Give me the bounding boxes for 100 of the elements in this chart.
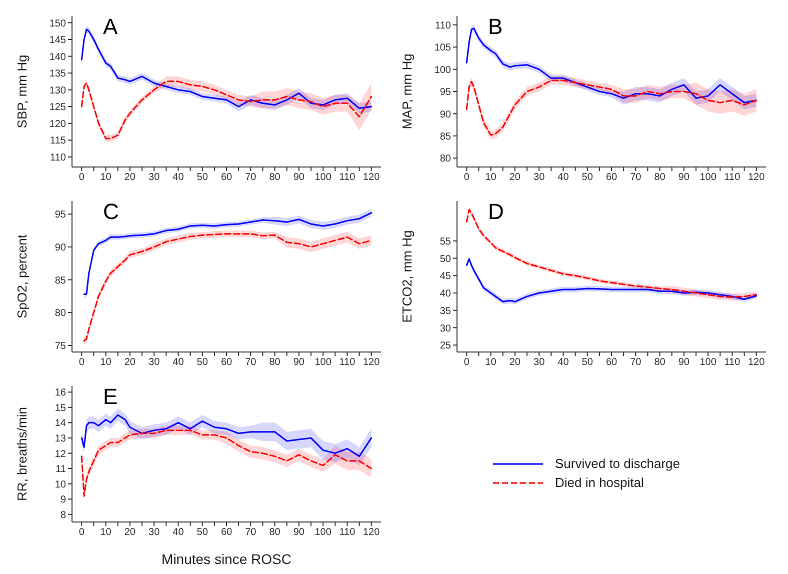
y-axis-title: MAP, mm Hg (400, 54, 415, 130)
x-tick-label: 40 (558, 357, 570, 368)
y-tick-label: 14 (54, 418, 66, 430)
y-axis-title: RR, breaths/min (14, 407, 30, 501)
y-tick-label: 95 (54, 210, 66, 221)
x-tick-label: 20 (124, 527, 136, 538)
x-tick-label: 0 (464, 172, 470, 184)
y-tick-label: 45 (440, 271, 452, 282)
y-tick-label: 30 (440, 323, 452, 334)
x-tick-label: 110 (339, 357, 356, 368)
y-tick-label: 145 (49, 35, 66, 46)
x-tick-label: 80 (654, 172, 666, 184)
chart-title: D (488, 199, 504, 225)
x-tick-label: 20 (124, 357, 136, 368)
x-tick-label: 10 (485, 357, 497, 368)
x-tick-label: 50 (582, 357, 594, 368)
y-tick-label: 40 (440, 288, 452, 300)
y-tick-label: 10 (54, 479, 66, 490)
x-tick-label: 100 (700, 172, 717, 184)
y-tick-label: 25 (440, 340, 452, 352)
y-tick-label: 130 (49, 85, 66, 96)
x-tick-label: 0 (78, 357, 85, 368)
x-tick-label: 40 (172, 172, 184, 184)
x-tick-label: 70 (245, 172, 257, 184)
y-tick-label: 16 (54, 388, 66, 399)
y-tick-label: 8 (60, 510, 66, 521)
x-tick-label: 120 (363, 527, 380, 538)
x-tick-label: 90 (293, 357, 305, 368)
x-tick-label: 120 (748, 172, 766, 184)
x-tick-label: 60 (220, 527, 232, 538)
x-tick-label: 70 (630, 357, 642, 368)
y-tick-label: 90 (440, 109, 452, 120)
x-tick-label: 70 (630, 172, 642, 184)
y-tick-label: 115 (50, 136, 66, 147)
y-axis-title: SpO2, percent (14, 234, 30, 318)
y-tick-label: 80 (54, 308, 66, 320)
x-tick-label: 80 (654, 357, 666, 368)
x-tick-label: 40 (172, 527, 184, 538)
y-tick-label: 125 (49, 102, 66, 114)
x-tick-label: 80 (269, 527, 281, 538)
x-tick-label: 60 (606, 172, 618, 184)
y-tick-label: 13 (54, 434, 66, 445)
x-tick-label: 10 (100, 357, 112, 368)
y-tick-label: 110 (435, 20, 452, 32)
x-tick-label: 90 (678, 357, 690, 368)
x-tick-label: 70 (245, 527, 257, 538)
y-tick-label: 35 (440, 306, 452, 317)
chart-title: E (103, 384, 118, 410)
y-tick-label: 90 (54, 242, 66, 254)
x-tick-label: 100 (314, 527, 332, 538)
chart-title: C (103, 199, 119, 225)
x-tick-label: 50 (196, 527, 208, 538)
x-tick-label: 20 (124, 172, 136, 184)
y-tick-label: 95 (440, 87, 452, 98)
y-tick-label: 75 (54, 340, 66, 352)
chart-title: B (488, 14, 503, 40)
y-tick-label: 15 (54, 402, 66, 414)
x-tick-label: 30 (534, 357, 546, 368)
x-tick-label: 0 (78, 172, 85, 184)
y-tick-label: 50 (440, 254, 452, 265)
y-tick-label: 100 (434, 64, 452, 76)
x-tick-label: 90 (293, 172, 305, 184)
y-tick-label: 110 (50, 152, 66, 164)
y-tick-label: 150 (49, 18, 66, 30)
x-tick-label: 40 (172, 357, 184, 368)
x-tick-label: 90 (293, 527, 305, 538)
x-tick-label: 100 (700, 357, 717, 368)
y-tick-label: 85 (54, 275, 66, 286)
y-tick-label: 11 (56, 464, 66, 476)
x-tick-label: 40 (558, 172, 570, 184)
y-axis-title: ETCO2, mm Hg (400, 230, 415, 323)
x-tick-label: 10 (100, 172, 112, 184)
x-tick-label: 60 (220, 357, 232, 368)
x-tick-label: 30 (148, 172, 160, 184)
x-tick-label: 30 (534, 172, 546, 184)
x-tick-label: 50 (196, 172, 208, 184)
legend-label: Survived to discharge (555, 456, 680, 471)
x-tick-label: 20 (509, 172, 521, 184)
x-tick-label: 60 (606, 357, 618, 368)
x-tick-label: 10 (100, 527, 112, 538)
y-tick-label: 80 (440, 154, 452, 165)
x-tick-label: 100 (314, 172, 332, 184)
x-tick-label: 60 (220, 172, 232, 184)
y-axis-title: SBP, mm Hg (14, 54, 30, 128)
y-tick-label: 105 (434, 42, 452, 54)
x-tick-label: 80 (269, 357, 281, 368)
x-tick-label: 10 (485, 172, 497, 184)
x-tick-label: 30 (148, 527, 160, 538)
y-tick-label: 55 (440, 236, 452, 248)
x-tick-label: 30 (148, 357, 160, 368)
x-tick-label: 80 (269, 172, 281, 184)
x-tick-label: 120 (363, 357, 380, 368)
y-tick-label: 9 (60, 494, 66, 506)
line-series (80, 414, 372, 458)
chart-title: A (103, 14, 118, 40)
x-tick-label: 120 (748, 357, 766, 368)
y-tick-label: 120 (49, 118, 66, 130)
y-tick-label: 140 (49, 52, 66, 63)
x-tick-label: 50 (582, 172, 594, 184)
x-tick-label: 110 (339, 172, 356, 184)
